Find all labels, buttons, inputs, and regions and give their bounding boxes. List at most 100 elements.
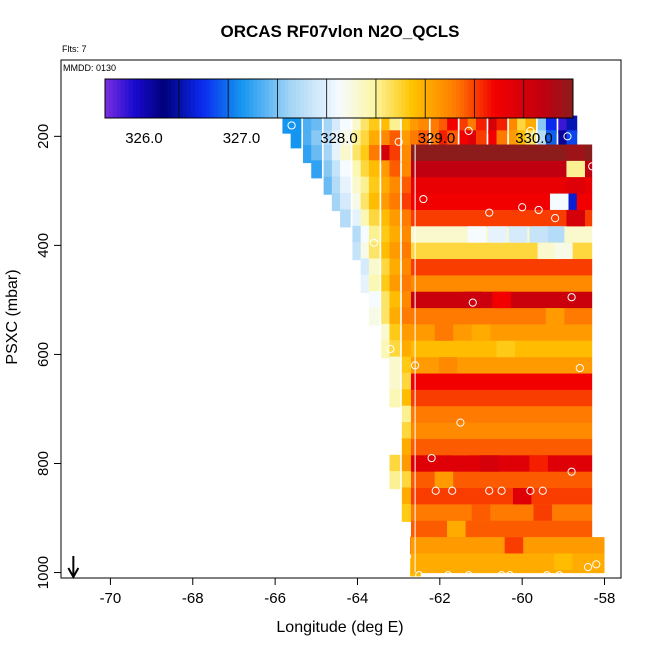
colorbar-segment [557,79,562,118]
colorbar-segment [276,79,281,118]
colorbar-segment [194,79,200,118]
heatmap-cell [401,487,413,506]
heatmap-band [411,520,593,538]
colorbar-segment [378,79,383,118]
heatmap-cell [360,115,372,134]
colorbar-segment [179,79,184,118]
heatmap-cell [360,130,372,149]
heatmap-cell [447,520,466,538]
heatmap-cell [381,115,392,134]
colorbar-tick-label: 328.0 [320,130,358,147]
heatmap-cell [517,115,528,134]
heatmap-cell [389,176,401,195]
heatmap-cell [401,405,413,424]
observation-point [551,214,560,223]
colorbar-segment [253,79,258,118]
observation-point [448,486,457,495]
heatmap-cell [401,372,413,392]
colorbar-segment [151,79,157,118]
heatmap-cell [381,209,392,228]
heatmap-cell [401,225,413,244]
colorbar-segment [116,79,122,118]
colorbar-segment [444,79,449,118]
y-tick-label: 200 [35,124,52,149]
colorbar-segment [257,79,262,118]
colorbar-segment [448,79,453,118]
plot-frame [60,59,622,579]
colorbar-segment [300,79,305,118]
colorbar-segment [319,79,324,118]
heatmap-cell [389,242,401,261]
colorbar-segment [537,79,543,118]
heatmap-cell [566,115,578,134]
heatmap-cell [389,225,401,244]
heatmap-cell [368,160,380,179]
heatmap-cell [360,145,372,164]
heatmap-cell [430,115,442,134]
heatmap-cell [438,357,458,374]
chart-title: ORCAS RF07vlon N2O_QCLS [221,22,460,41]
heatmap-cell [331,160,343,179]
x-axis: -70 -68 -66 -64 -62 -60 -58 [100,578,615,607]
colorbar-segment [475,79,480,118]
heatmap-cell [401,242,413,261]
heatmap-cell [352,145,364,164]
observation-point [583,562,593,572]
heatmap-cells [282,115,578,577]
observation-point [415,571,424,578]
colorbar-segment [389,79,395,118]
colorbar-segment [229,79,235,118]
colorbar-segment [514,79,519,118]
heatmap-cell [368,115,380,134]
colorbar-segment [366,79,371,118]
heatmap-cell [475,115,487,134]
heatmap-cell [389,372,401,392]
heatmap-cell [352,242,364,261]
colorbar-segment [362,79,367,118]
heatmap-cell [311,130,322,149]
heatmap-cell [323,115,335,134]
colorbar-segment [175,79,180,118]
heatmap-cell [401,340,413,359]
colorbar-segment [120,79,125,118]
heatmap-cell [537,242,557,260]
colorbar-segment [471,79,476,118]
colorbar-segment [167,79,172,118]
heatmap-cell [508,115,520,134]
heatmap-cell [517,130,528,149]
heatmap-cell [303,115,314,134]
observation-point [505,571,514,578]
heatmap-cell [381,193,392,212]
colorbar-segment [397,79,402,118]
heatmap-cell [360,176,372,195]
observation-point [443,571,453,578]
colorbar-segment [280,79,285,118]
observation-point [555,571,564,578]
heatmap-cell [352,176,364,195]
colorbar-segment [249,79,254,118]
heatmap-cell [368,145,380,164]
heatmap-cell [463,291,483,309]
colorbar-segment [432,79,437,118]
heatmap-cell [389,291,401,310]
heatmap-cell [360,274,372,293]
heatmap-cell [447,130,458,149]
heatmap-cell [331,115,343,134]
heatmap-cell [368,176,380,195]
observation-points [287,121,601,578]
heatmap-cell [368,225,380,244]
y-axis: 200 400 600 800 1000 [35,124,61,589]
heatmap-cell [558,115,569,134]
heatmap-cell [368,258,380,277]
colorbar-segment [140,79,145,118]
observation-point [468,298,477,307]
colorbar-tick-label: 327.0 [223,130,261,147]
observation-point [287,121,296,130]
heatmap-cell [459,130,471,149]
colorbar-segment [479,79,484,118]
heatmap-cell [360,242,372,261]
colorbar-segment [331,79,336,118]
colorbar-segment [327,79,332,118]
colorbar-segment [522,79,527,118]
